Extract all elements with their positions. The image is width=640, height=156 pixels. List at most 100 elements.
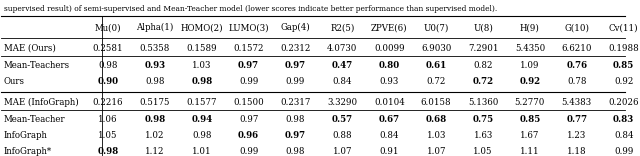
Text: 0.5175: 0.5175 (140, 98, 170, 107)
Text: MAE (Ours): MAE (Ours) (4, 44, 56, 53)
Text: ZPVE(6): ZPVE(6) (371, 23, 408, 32)
Text: 1.05: 1.05 (474, 147, 493, 156)
Text: 0.98: 0.98 (144, 115, 166, 124)
Text: 3.3290: 3.3290 (328, 98, 358, 107)
Text: 0.57: 0.57 (332, 115, 353, 124)
Text: 1.06: 1.06 (99, 115, 118, 124)
Text: 1.07: 1.07 (426, 147, 446, 156)
Text: 0.98: 0.98 (99, 61, 118, 70)
Text: 1.03: 1.03 (192, 61, 211, 70)
Text: 0.2312: 0.2312 (280, 44, 311, 53)
Text: 1.02: 1.02 (145, 131, 164, 140)
Text: 0.78: 0.78 (567, 77, 586, 86)
Text: 0.5358: 0.5358 (140, 44, 170, 53)
Text: LUMO(3): LUMO(3) (228, 23, 269, 32)
Text: 1.07: 1.07 (333, 147, 352, 156)
Text: 0.98: 0.98 (145, 77, 164, 86)
Text: 6.9030: 6.9030 (421, 44, 451, 53)
Text: 0.99: 0.99 (614, 147, 634, 156)
Text: 0.96: 0.96 (238, 131, 259, 140)
Text: 0.98: 0.98 (191, 77, 212, 86)
Text: 5.4383: 5.4383 (562, 98, 592, 107)
Text: 0.1577: 0.1577 (186, 98, 217, 107)
Text: 0.98: 0.98 (192, 131, 212, 140)
Text: 5.4350: 5.4350 (515, 44, 545, 53)
Text: 6.6210: 6.6210 (561, 44, 592, 53)
Text: 0.97: 0.97 (238, 61, 259, 70)
Text: Cv(11): Cv(11) (609, 23, 639, 32)
Text: 0.98: 0.98 (286, 115, 305, 124)
Text: 0.92: 0.92 (520, 77, 541, 86)
Text: 0.82: 0.82 (474, 61, 493, 70)
Text: U(8): U(8) (473, 23, 493, 32)
Text: 1.23: 1.23 (567, 131, 586, 140)
Text: HOMO(2): HOMO(2) (180, 23, 223, 32)
Text: 1.05: 1.05 (99, 131, 118, 140)
Text: 0.98: 0.98 (286, 147, 305, 156)
Text: 0.76: 0.76 (566, 61, 588, 70)
Text: 0.97: 0.97 (285, 61, 306, 70)
Text: 0.1589: 0.1589 (186, 44, 217, 53)
Text: 0.72: 0.72 (472, 77, 493, 86)
Text: Mu(0): Mu(0) (95, 23, 122, 32)
Text: G(10): G(10) (564, 23, 589, 32)
Text: Ours: Ours (4, 77, 25, 86)
Text: 0.0104: 0.0104 (374, 98, 404, 107)
Text: 1.18: 1.18 (567, 147, 587, 156)
Text: 0.1572: 0.1572 (234, 44, 264, 53)
Text: 0.91: 0.91 (380, 147, 399, 156)
Text: 0.2581: 0.2581 (93, 44, 124, 53)
Text: 0.84: 0.84 (614, 131, 634, 140)
Text: 0.0099: 0.0099 (374, 44, 404, 53)
Text: 0.1500: 0.1500 (234, 98, 264, 107)
Text: Mean-Teachers: Mean-Teachers (4, 61, 70, 70)
Text: 0.2317: 0.2317 (280, 98, 311, 107)
Text: 0.92: 0.92 (614, 77, 634, 86)
Text: 0.93: 0.93 (380, 77, 399, 86)
Text: 1.63: 1.63 (474, 131, 493, 140)
Text: 0.97: 0.97 (239, 115, 259, 124)
Text: 0.98: 0.98 (97, 147, 118, 156)
Text: Mean-Teacher: Mean-Teacher (4, 115, 65, 124)
Text: Gap(4): Gap(4) (281, 23, 310, 32)
Text: 0.90: 0.90 (97, 77, 118, 86)
Text: supervised result) of semi-supervised and Mean-Teacher model (lower scores indic: supervised result) of semi-supervised an… (4, 5, 497, 13)
Text: 5.2770: 5.2770 (515, 98, 545, 107)
Text: 0.47: 0.47 (332, 61, 353, 70)
Text: 1.09: 1.09 (520, 61, 540, 70)
Text: InfoGraph*: InfoGraph* (4, 147, 52, 156)
Text: R2(5): R2(5) (330, 23, 355, 32)
Text: 0.75: 0.75 (472, 115, 493, 124)
Text: 0.99: 0.99 (239, 77, 259, 86)
Text: 0.72: 0.72 (426, 77, 446, 86)
Text: MAE (InfoGraph): MAE (InfoGraph) (4, 98, 79, 107)
Text: 0.97: 0.97 (285, 131, 306, 140)
Text: 0.77: 0.77 (566, 115, 588, 124)
Text: 6.0158: 6.0158 (421, 98, 451, 107)
Text: 0.85: 0.85 (519, 115, 541, 124)
Text: 0.84: 0.84 (380, 131, 399, 140)
Text: 0.99: 0.99 (286, 77, 305, 86)
Text: 0.94: 0.94 (191, 115, 212, 124)
Text: 0.84: 0.84 (333, 77, 352, 86)
Text: 1.11: 1.11 (520, 147, 540, 156)
Text: 0.99: 0.99 (239, 147, 259, 156)
Text: 4.0730: 4.0730 (327, 44, 358, 53)
Text: 1.03: 1.03 (426, 131, 446, 140)
Text: U0(7): U0(7) (424, 23, 449, 32)
Text: Alpha(1): Alpha(1) (136, 23, 173, 32)
Text: 5.1360: 5.1360 (468, 98, 499, 107)
Text: 1.67: 1.67 (520, 131, 540, 140)
Text: 0.93: 0.93 (145, 61, 166, 70)
Text: InfoGraph: InfoGraph (4, 131, 48, 140)
Text: 0.61: 0.61 (426, 61, 447, 70)
Text: 0.2216: 0.2216 (93, 98, 124, 107)
Text: 0.2026: 0.2026 (609, 98, 639, 107)
Text: 0.88: 0.88 (333, 131, 352, 140)
Text: 1.12: 1.12 (145, 147, 164, 156)
Text: H(9): H(9) (520, 23, 540, 32)
Text: 0.68: 0.68 (426, 115, 447, 124)
Text: 0.83: 0.83 (613, 115, 634, 124)
Text: 0.80: 0.80 (379, 61, 400, 70)
Text: 0.67: 0.67 (379, 115, 400, 124)
